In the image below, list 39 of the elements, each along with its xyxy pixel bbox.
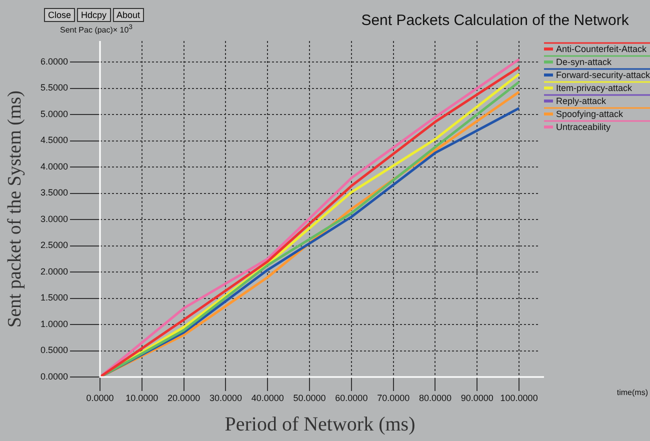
x-tick-label: 50.0000 (293, 392, 326, 403)
text: Close (44, 8, 76, 22)
y-tick-label: 5.0000 (40, 108, 68, 119)
y-axis-title: Sent packet of the System (ms) (4, 90, 26, 328)
text: About (112, 8, 144, 22)
text: time(ms) (616, 388, 648, 397)
x-tick-label: 10.0000 (126, 392, 158, 403)
y-tick-label: 5.5000 (40, 82, 68, 93)
x-tick-label: 70.0000 (377, 392, 410, 403)
legend-label: Item-privacy-attack (556, 83, 633, 93)
text: Sent Pac (pac)× 10$^{3}$ (60, 24, 132, 35)
y-tick-label: 4.5000 (40, 135, 68, 146)
legend-label: Untraceability (556, 122, 612, 132)
legend-label: Reply-attack (556, 96, 607, 106)
x-axis-title: Period of Network (ms) (224, 413, 416, 436)
x-tick-label: 30.0000 (209, 392, 242, 403)
y-tick-label: 0.0000 (40, 371, 68, 382)
x-tick-label: 80.0000 (418, 392, 452, 403)
legend-label: Spoofying-attack (556, 109, 624, 119)
text: Hdcpy (77, 8, 111, 22)
y-tick-label: 1.0000 (40, 318, 68, 329)
x-tick-label: 0.0000 (86, 392, 114, 403)
y-tick-label: 1.5000 (40, 292, 68, 303)
x-tick-label: 90.0000 (460, 392, 494, 403)
y-tick-label: 0.5000 (40, 345, 68, 356)
y-tick-label: 2.5000 (40, 240, 68, 250)
chart-title: Sent Packets Calculation of the Network (361, 12, 630, 29)
x-tick-label: 100.0000 (500, 392, 538, 403)
y-tick-label: 3.0000 (40, 214, 68, 224)
legend-label: Anti-Counterfeit-Attack (556, 44, 648, 54)
y-tick-label: 3.5000 (40, 188, 68, 198)
legend-label: De-syn-attack (556, 57, 612, 67)
legend-label: Forward-security-attack (556, 70, 650, 80)
x-tick-label: 20.0000 (168, 392, 200, 403)
x-tick-label: 60.0000 (335, 392, 368, 403)
y-tick-label: 2.0000 (40, 266, 68, 276)
x-tick-label: 40.0000 (251, 392, 284, 403)
y-tick-label: 4.0000 (40, 161, 68, 172)
y-tick-label: 6.0000 (40, 56, 68, 66)
